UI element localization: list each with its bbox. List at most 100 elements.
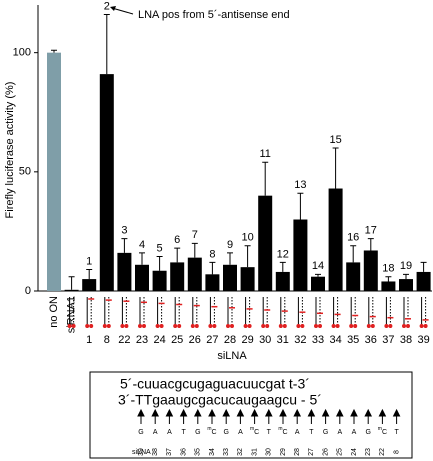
error-bar xyxy=(174,247,181,263)
position: 22 xyxy=(379,448,386,456)
error-bar xyxy=(420,261,427,272)
strand-icon xyxy=(102,297,112,328)
bar-label: 14 xyxy=(312,260,324,272)
error-bar xyxy=(191,242,198,258)
strand-dot xyxy=(120,324,125,328)
strand-icon xyxy=(366,297,376,328)
strand-icon xyxy=(278,297,288,328)
bar-label: 1 xyxy=(86,255,92,267)
bar xyxy=(328,188,343,291)
base-arrow xyxy=(250,408,259,424)
strand-dot xyxy=(102,324,107,328)
strand-dot xyxy=(265,324,270,328)
strand-dot xyxy=(159,324,164,328)
x-tick-label: 38 xyxy=(400,334,412,346)
strand-dot xyxy=(247,324,252,328)
lna-base: G xyxy=(365,429,370,436)
bar-label: 10 xyxy=(241,232,253,244)
strand-dot xyxy=(388,324,393,328)
lna-base: mC xyxy=(250,426,259,436)
error-bar xyxy=(68,276,75,290)
x-tick-label: 1 xyxy=(86,334,92,346)
bar-label: 7 xyxy=(192,229,198,241)
position: 34 xyxy=(209,448,216,456)
base-arrow xyxy=(378,408,387,424)
position: 25 xyxy=(337,448,344,456)
error-bar xyxy=(86,269,93,280)
bar-label: 8 xyxy=(209,248,215,260)
bar-label: 19 xyxy=(400,260,412,272)
bar xyxy=(117,252,132,291)
strand-dot xyxy=(366,324,371,328)
bar-label: 9 xyxy=(227,239,233,251)
bar xyxy=(346,262,361,291)
bar xyxy=(363,250,378,291)
position: 32 xyxy=(237,448,244,456)
x-tick-label: 34 xyxy=(329,334,341,346)
error-bar xyxy=(156,255,163,271)
strand-dot xyxy=(384,324,389,328)
base-arrow xyxy=(236,408,245,424)
base-arrow xyxy=(279,408,287,424)
bar-label: 6 xyxy=(174,234,180,246)
position: 8 xyxy=(393,450,400,454)
y-tick-label: 0 xyxy=(25,285,31,297)
y-axis-label: Firefly luciferase activity (%) xyxy=(4,82,16,219)
strand-dot xyxy=(177,324,182,328)
x-tick-label: 33 xyxy=(312,334,324,346)
strand-icon xyxy=(261,297,271,328)
bar-label: 11 xyxy=(259,148,270,160)
lna-base: G xyxy=(138,429,143,436)
lna-base: A xyxy=(352,429,357,436)
x-tick-label: no ON xyxy=(48,296,60,328)
strand-dot xyxy=(106,324,111,328)
bar-label: 13 xyxy=(294,179,306,191)
position: 27 xyxy=(308,448,315,456)
error-bar xyxy=(262,161,269,196)
bar-label: 16 xyxy=(347,232,359,244)
bar xyxy=(205,274,220,291)
bar xyxy=(258,195,273,291)
strand-icon xyxy=(226,297,235,328)
base-arrow xyxy=(350,408,358,424)
bar xyxy=(64,289,79,291)
error-bar xyxy=(279,261,286,272)
bar-label: 17 xyxy=(365,224,377,236)
strand-dot xyxy=(423,324,428,328)
lna-base: T xyxy=(309,429,314,436)
lna-base: A xyxy=(337,429,342,436)
x-tick-label: 35 xyxy=(347,334,359,346)
bar-label: 3 xyxy=(121,224,127,236)
sequence-box xyxy=(89,371,413,459)
strand-dot xyxy=(208,324,213,328)
bar xyxy=(99,74,114,291)
strand-icon xyxy=(419,297,429,328)
error-bar xyxy=(227,252,233,265)
x-tick-label: 39 xyxy=(417,334,429,346)
bar xyxy=(293,219,308,291)
bar xyxy=(240,267,255,291)
strand-icon xyxy=(190,297,200,328)
x-tick-label: 28 xyxy=(224,334,236,346)
strand-dot xyxy=(349,324,354,328)
error-bar xyxy=(297,192,304,220)
strand-icon xyxy=(349,297,359,328)
bar xyxy=(416,271,431,291)
error-bar xyxy=(244,245,251,268)
lna-base: mC xyxy=(207,426,216,436)
x-tick-label: 29 xyxy=(241,334,253,346)
strand-dot xyxy=(155,324,160,328)
error-bar xyxy=(367,238,374,251)
strand-icon xyxy=(85,297,95,328)
strand-dot xyxy=(243,324,248,328)
strand-dot xyxy=(142,324,146,328)
base-arrow xyxy=(264,408,273,424)
strand-dot xyxy=(296,324,301,328)
lna-base: G xyxy=(223,429,228,436)
strand-icon xyxy=(138,297,147,328)
x-tick-label: 31 xyxy=(277,334,289,346)
bar xyxy=(47,52,61,291)
lna-base: A xyxy=(153,429,158,436)
strand-dot xyxy=(173,324,178,328)
lna-base: T xyxy=(267,429,272,436)
